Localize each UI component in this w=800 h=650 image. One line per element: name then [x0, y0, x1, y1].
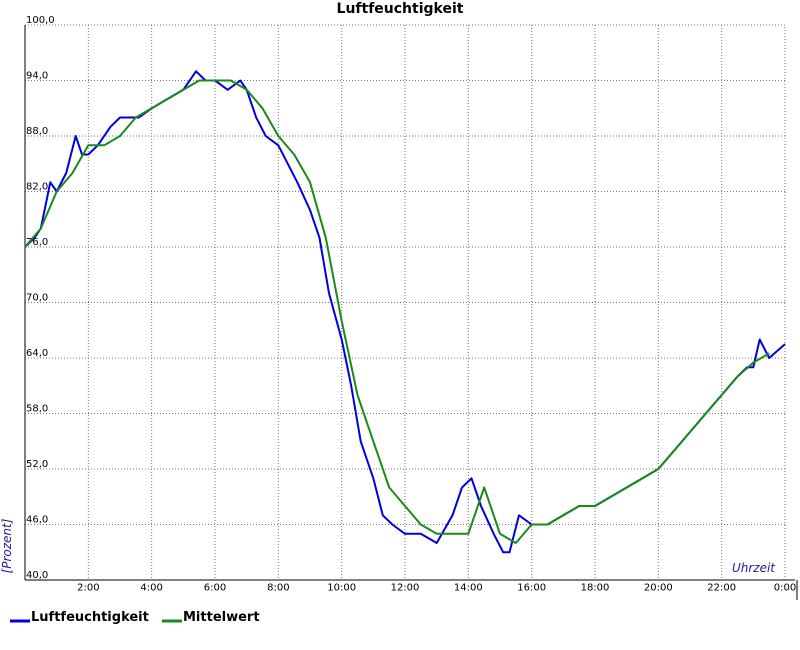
y-tick-label: 94,0	[26, 71, 48, 82]
legend: Luftfeuchtigkeit Mittelwert	[10, 610, 260, 625]
legend-label: Mittelwert	[183, 610, 260, 625]
x-tick-label: 20:00	[644, 582, 673, 593]
chart-title: Luftfeuchtigkeit	[337, 1, 464, 17]
y-tick-label: 64,0	[26, 348, 48, 359]
legend-label: Luftfeuchtigkeit	[31, 610, 149, 625]
y-tick-label: 76,0	[26, 237, 48, 248]
x-tick-label: 14:00	[454, 582, 483, 593]
series-lines	[24, 70, 786, 554]
y-tick-label: 58,0	[26, 404, 48, 415]
x-tick-label: 10:00	[327, 582, 356, 593]
grid	[25, 25, 785, 580]
x-tick-label: 18:00	[581, 582, 610, 593]
y-tick-label: 100,0	[26, 15, 55, 26]
x-tick-label: 0:00	[774, 582, 796, 593]
series-line-luftfeuchtigkeit	[24, 70, 786, 554]
y-axis-label: [Prozent]	[0, 518, 14, 573]
x-tick-label: 22:00	[707, 582, 736, 593]
x-tick-label: 8:00	[267, 582, 289, 593]
x-axis-label: Uhrzeit	[732, 561, 776, 575]
x-tick-label: 6:00	[204, 582, 226, 593]
x-tick-label: 2:00	[77, 582, 99, 593]
y-tick-label: 82,0	[26, 182, 48, 193]
y-tick-label: 46,0	[26, 515, 48, 526]
x-tick-label: 16:00	[517, 582, 546, 593]
x-axis-ticks: 2:00 4:00 6:00 8:00 10:00 12:00 14:00 16:00 18:0…	[77, 582, 796, 593]
x-tick-label: 4:00	[140, 582, 162, 593]
y-axis-ticks: 40,0 46,0 52,0 58,0 64,0 70,0 76,0 82,0 88,0 94,0…	[26, 15, 55, 581]
x-tick-label: 12:00	[391, 582, 420, 593]
y-tick-label: 52,0	[26, 459, 48, 470]
y-tick-label: 40,0	[26, 570, 48, 581]
y-tick-label: 88,0	[26, 126, 48, 137]
series-line-mittelwert	[24, 79, 770, 544]
y-tick-label: 70,0	[26, 293, 48, 304]
